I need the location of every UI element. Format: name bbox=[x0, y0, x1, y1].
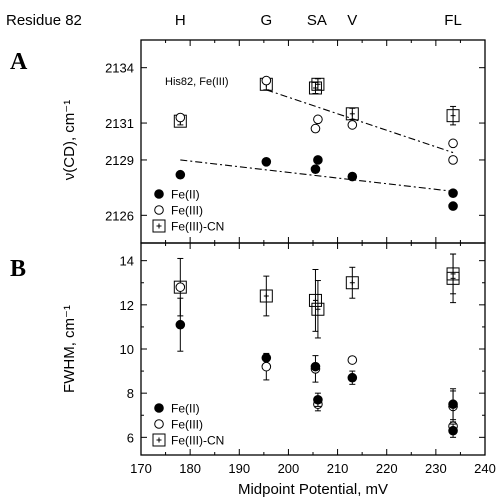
top-axis-label: G bbox=[260, 12, 272, 29]
fit-line bbox=[266, 89, 454, 154]
fit-line bbox=[180, 159, 454, 192]
y-tick-label: 10 bbox=[120, 342, 134, 357]
legend-marker-a bbox=[152, 219, 166, 233]
top-axis-label: H bbox=[175, 12, 186, 29]
plot-frames bbox=[140, 39, 486, 456]
top-axis-label: SA bbox=[307, 12, 327, 29]
point-fe-ii- bbox=[175, 319, 186, 330]
top-axis-title: Residue 82 bbox=[6, 12, 82, 29]
text-labels: 170 180 190 200 210 220 230 240 2126 2129 2131 2134… bbox=[6, 12, 496, 498]
y-tick-label: 2129 bbox=[105, 153, 134, 168]
panel-letter-a: A bbox=[10, 49, 28, 75]
legend-marker-a bbox=[154, 189, 164, 199]
legend-label: Fe(II) bbox=[171, 188, 200, 202]
point-fe-iii- bbox=[347, 355, 358, 365]
point-fe-iii- bbox=[175, 282, 186, 292]
point-fe-iii- bbox=[448, 155, 458, 165]
legend-label: Fe(III)-CN bbox=[171, 220, 224, 234]
point-fe-iii- bbox=[313, 114, 323, 125]
point-fe-ii- bbox=[310, 361, 321, 372]
point-fe-ii- bbox=[448, 425, 458, 436]
x-tick-label: 170 bbox=[130, 461, 152, 476]
x-tick-label: 240 bbox=[474, 461, 496, 476]
point-fe-ii- bbox=[175, 169, 186, 180]
point-fe-iii- bbox=[261, 361, 272, 372]
x-tick-label: 230 bbox=[425, 461, 447, 476]
legend-marker-b bbox=[152, 433, 166, 447]
legend-marker-a bbox=[154, 205, 164, 215]
point-fe-ii- bbox=[313, 394, 323, 405]
point-fe-ii- bbox=[448, 399, 458, 410]
fit-lines bbox=[180, 89, 454, 192]
y-axis-label-b: FWHM, cm⁻¹ bbox=[61, 305, 78, 393]
point-fe-ii- bbox=[347, 372, 358, 383]
y-tick-label: 2134 bbox=[105, 61, 134, 76]
x-tick-label: 210 bbox=[327, 461, 349, 476]
axis-ticks bbox=[140, 40, 486, 455]
x-axis-label: Midpoint Potential, mV bbox=[238, 481, 388, 498]
y-tick-label: 2131 bbox=[105, 116, 134, 131]
point-fe-ii- bbox=[448, 201, 458, 211]
point-fe-iii- bbox=[310, 123, 321, 134]
y-tick-label: 6 bbox=[127, 430, 134, 445]
x-tick-label: 180 bbox=[179, 461, 201, 476]
panel-letter-b: B bbox=[10, 256, 26, 282]
legend-marker-b bbox=[154, 419, 164, 429]
point-fe-iii-cn bbox=[311, 302, 325, 316]
point-fe-iii- bbox=[175, 112, 186, 123]
data-marks bbox=[152, 75, 460, 447]
x-tick-label: 190 bbox=[228, 461, 250, 476]
point-fe-iii- bbox=[448, 138, 458, 149]
point-fe-iii-cn bbox=[345, 107, 359, 121]
point-fe-iii-cn bbox=[311, 77, 325, 91]
x-tick-label: 200 bbox=[278, 461, 300, 476]
y-tick-label: 12 bbox=[120, 298, 134, 313]
legend-label: Fe(III) bbox=[171, 204, 203, 218]
point-fe-ii- bbox=[313, 155, 323, 165]
point-fe-iii-cn bbox=[259, 289, 273, 303]
y-tick-label: 8 bbox=[127, 386, 134, 401]
top-axis-label: FL bbox=[444, 12, 462, 29]
legend-marker-b bbox=[154, 403, 164, 413]
point-fe-ii- bbox=[310, 164, 321, 174]
y-axis-label-a: ν(CD), cm⁻¹ bbox=[61, 100, 78, 180]
top-axis-label: V bbox=[347, 12, 357, 29]
y-tick-label: 2126 bbox=[105, 208, 134, 223]
annotation-his82: His82, Fe(III) bbox=[165, 76, 229, 88]
point-fe-iii-cn bbox=[446, 109, 460, 123]
point-fe-ii- bbox=[261, 353, 272, 363]
point-fe-iii-cn bbox=[446, 271, 460, 285]
point-fe-ii- bbox=[448, 188, 458, 198]
legend-label: Fe(II) bbox=[171, 402, 200, 416]
point-fe-iii- bbox=[261, 75, 272, 86]
legend-label: Fe(III)-CN bbox=[171, 434, 224, 448]
point-fe-iii-cn bbox=[345, 276, 359, 290]
x-tick-label: 220 bbox=[376, 461, 398, 476]
legend-label: Fe(III) bbox=[171, 418, 203, 432]
point-fe-iii- bbox=[347, 120, 358, 130]
point-fe-iii-cn bbox=[308, 293, 322, 307]
y-tick-label: 14 bbox=[120, 254, 134, 269]
point-fe-ii- bbox=[261, 157, 272, 167]
point-fe-ii- bbox=[347, 171, 358, 182]
